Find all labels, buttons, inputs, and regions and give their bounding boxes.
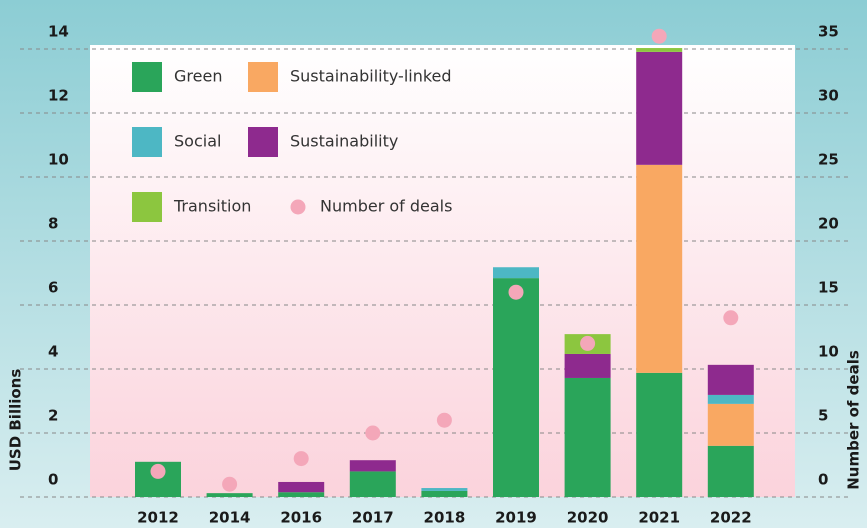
legend-swatch: [248, 127, 278, 157]
bar-segment: [636, 51, 683, 165]
bar-segment: [278, 492, 325, 497]
bar-segment: [707, 445, 754, 497]
legend-label: Sustainability-linked: [290, 67, 452, 86]
y-tick-label: 4: [48, 343, 58, 361]
legend-swatch: [132, 127, 162, 157]
legend-swatch: [132, 192, 162, 222]
bar-segment: [206, 493, 253, 497]
bar-segment: [493, 267, 539, 279]
bar-segment: [636, 48, 683, 52]
bar-segment: [564, 377, 611, 497]
x-tick-label: 2021: [638, 509, 680, 527]
legend-label: Sustainability: [290, 132, 398, 151]
x-tick-label: 2017: [352, 509, 394, 527]
deal-dot: [651, 28, 667, 44]
deal-dot: [508, 284, 524, 300]
y-tick-label: 2: [48, 407, 58, 425]
legend-label: Social: [174, 132, 221, 151]
bar-segment: [421, 490, 468, 497]
y2-tick-label: 35: [818, 23, 839, 41]
bar-segment: [421, 488, 468, 491]
bar-segment: [493, 278, 539, 497]
y-tick-label: 0: [48, 471, 58, 489]
x-tick-label: 2018: [424, 509, 466, 527]
x-tick-label: 2022: [710, 509, 752, 527]
deal-dot: [723, 310, 739, 326]
legend-swatch: [248, 62, 278, 92]
legend-label: Green: [174, 67, 222, 86]
bar-segment: [707, 364, 754, 395]
y-tick-label: 8: [48, 215, 58, 233]
y2-axis-label: Number of deals: [845, 350, 863, 490]
legend-label: Number of deals: [320, 197, 452, 216]
deal-dot: [365, 425, 381, 441]
bar-segment: [278, 481, 325, 493]
legend-label: Transition: [173, 197, 251, 216]
y2-tick-label: 30: [818, 87, 839, 105]
x-tick-label: 2019: [495, 509, 537, 527]
x-tick-label: 2014: [209, 509, 251, 527]
bar-segment: [564, 353, 611, 378]
y2-tick-label: 20: [818, 215, 839, 233]
y-tick-label: 14: [48, 23, 69, 41]
y2-tick-label: 25: [818, 151, 839, 169]
plot-area: [90, 45, 795, 497]
y2-tick-label: 0: [818, 471, 828, 489]
bar-segment: [636, 164, 683, 373]
legend-dot: [290, 199, 306, 215]
deal-dot: [150, 463, 166, 479]
y2-tick-label: 5: [818, 407, 828, 425]
y-tick-label: 6: [48, 279, 58, 297]
bar-segment: [349, 471, 396, 497]
deal-dot: [293, 451, 309, 467]
x-tick-label: 2016: [280, 509, 322, 527]
bar-segment: [636, 372, 683, 497]
y-tick-label: 10: [48, 151, 69, 169]
x-tick-label: 2012: [137, 509, 179, 527]
deal-dot: [436, 412, 452, 428]
bar-segment: [707, 394, 754, 404]
bar-segment: [349, 460, 396, 472]
y-tick-label: 12: [48, 87, 69, 105]
y2-tick-label: 15: [818, 279, 839, 297]
legend-swatch: [132, 62, 162, 92]
y-axis-label: USD Billions: [7, 369, 25, 472]
deal-dot: [222, 476, 238, 492]
y2-tick-label: 10: [818, 343, 839, 361]
bar-segment: [707, 403, 754, 446]
deal-dot: [580, 335, 596, 351]
x-tick-label: 2020: [567, 509, 609, 527]
